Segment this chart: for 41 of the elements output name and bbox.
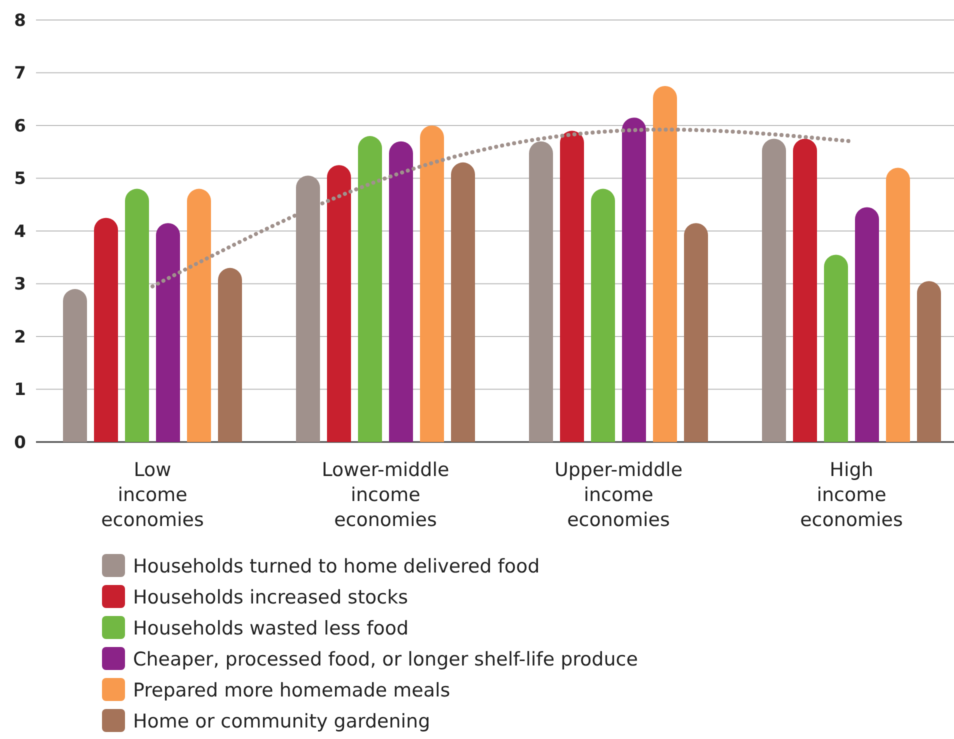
bar	[420, 126, 444, 442]
y-tick-label: 5	[14, 169, 26, 190]
y-tick-label: 0	[14, 432, 26, 453]
x-tick-label: High income economies	[800, 459, 903, 531]
y-tick-label: 6	[14, 116, 26, 136]
bar	[622, 118, 646, 442]
bar	[886, 168, 910, 442]
bar	[187, 188, 211, 442]
bar	[855, 207, 879, 442]
x-tick-label: Low income economies	[101, 459, 204, 531]
legend-label: Home or community gardening	[133, 710, 430, 733]
y-tick-label: 2	[14, 327, 26, 348]
y-tick-label: 8	[14, 10, 26, 31]
bar	[653, 86, 677, 442]
legend-label: Prepared more homemade meals	[133, 680, 450, 702]
bar	[793, 138, 817, 442]
bar	[156, 223, 180, 442]
bar	[358, 136, 382, 442]
x-tick-label: Lower-middle income economies	[322, 459, 450, 531]
bar	[63, 289, 87, 442]
legend-label: Cheaper, processed food, or longer shelf-life produce	[133, 648, 638, 671]
x-tick-label: Upper-middle income economies	[554, 459, 683, 531]
legend-label: Households wasted less food	[133, 618, 409, 640]
legend-label: Households increased stocks	[133, 586, 408, 609]
y-tick-label: 7	[14, 64, 26, 84]
bar	[591, 188, 615, 442]
bar	[684, 223, 708, 442]
y-tick-label: 3	[14, 274, 26, 295]
bar	[824, 254, 848, 442]
y-tick-label: 1	[14, 380, 26, 400]
bar	[762, 138, 786, 442]
bar	[389, 141, 413, 442]
bar	[125, 188, 149, 442]
bar	[218, 268, 242, 442]
bar	[94, 218, 118, 442]
bar	[451, 162, 475, 442]
bar	[560, 130, 584, 442]
bar	[917, 281, 941, 442]
legend-label: Households turned to home delivered food	[133, 556, 540, 578]
y-tick-label: 4	[14, 222, 26, 242]
bar	[327, 165, 351, 442]
